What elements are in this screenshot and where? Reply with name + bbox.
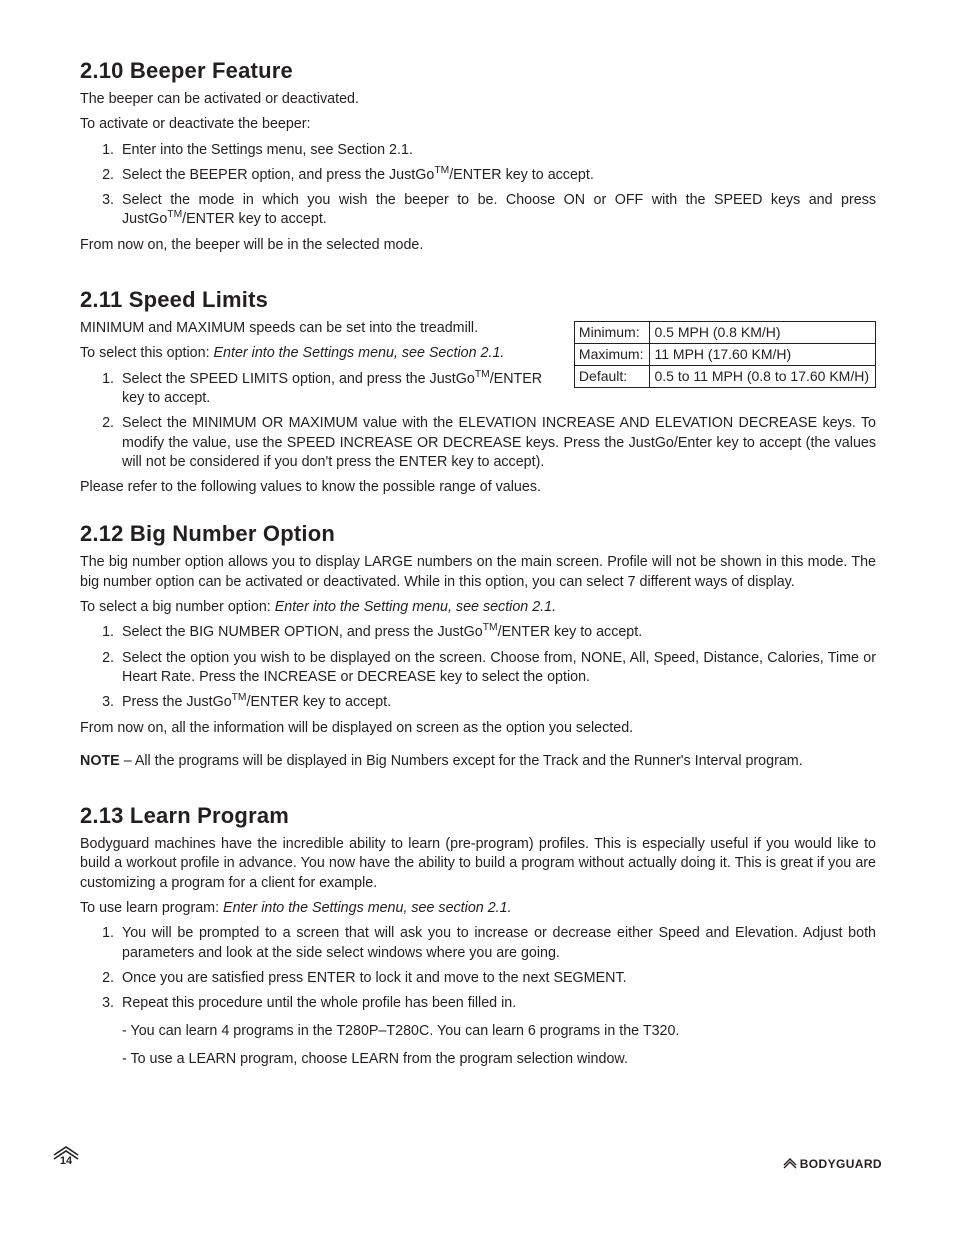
s212-step-3a: Press the JustGo <box>122 694 232 710</box>
s212-note: NOTE – All the programs will be displaye… <box>80 752 876 771</box>
table-cell-value: 0.5 to 11 MPH (0.8 to 17.60 KM/H) <box>650 365 876 387</box>
s210-outro: From now on, the beeper will be in the s… <box>80 236 876 255</box>
page-footer: 14 BODYGUARD <box>50 1149 882 1171</box>
s211-intro-2b: Enter into the Settings menu, see Sectio… <box>214 345 505 361</box>
table-cell-label: Minimum: <box>574 322 650 344</box>
section-2-11-title: 2.11 Speed Limits <box>80 287 876 313</box>
s212-step-3: Press the JustGoTM/ENTER key to accept. <box>118 693 876 712</box>
table-cell-value: 11 MPH (17.60 KM/H) <box>650 343 876 365</box>
s212-step-1b: /ENTER key to accept. <box>498 624 643 640</box>
s212-intro-1: The big number option allows you to disp… <box>80 553 876 592</box>
brand-roof-icon <box>783 1158 797 1170</box>
s212-intro-2: To select a big number option: Enter int… <box>80 598 876 617</box>
note-label: NOTE <box>80 753 120 769</box>
page-number-badge: 14 <box>50 1149 82 1171</box>
s213-intro-2b: Enter into the Settings menu, see sectio… <box>223 900 512 916</box>
section-2-13-title: 2.13 Learn Program <box>80 803 876 829</box>
note-body: – All the programs will be displayed in … <box>120 753 803 769</box>
s210-steps: Enter into the Settings menu, see Sectio… <box>80 141 876 230</box>
s213-steps: You will be prompted to a screen that wi… <box>80 924 876 1013</box>
s210-step-3b: /ENTER key to accept. <box>182 211 327 227</box>
table-cell-value: 0.5 MPH (0.8 KM/H) <box>650 322 876 344</box>
s211-outro: Please refer to the following values to … <box>80 478 876 497</box>
s213-step-1: You will be prompted to a screen that wi… <box>118 924 876 963</box>
s212-step-1: Select the BIG NUMBER OPTION, and press … <box>118 623 876 642</box>
s210-step-2b: /ENTER key to accept. <box>449 167 594 183</box>
s213-step-3: Repeat this procedure until the whole pr… <box>118 994 876 1013</box>
s211-intro-2a: To select this option: <box>80 345 214 361</box>
table-cell-label: Default: <box>574 365 650 387</box>
table-row: Default: 0.5 to 11 MPH (0.8 to 17.60 KM/… <box>574 365 875 387</box>
tm-mark: TM <box>232 692 247 703</box>
tm-mark: TM <box>475 369 490 380</box>
s213-step-2: Once you are satisfied press ENTER to lo… <box>118 969 876 988</box>
tm-mark: TM <box>167 210 182 221</box>
brand-logo: BODYGUARD <box>783 1157 882 1171</box>
s212-step-2: Select the option you wish to be display… <box>118 649 876 688</box>
table-row: Maximum: 11 MPH (17.60 KM/H) <box>574 343 875 365</box>
s213-intro-2a: To use learn program: <box>80 900 223 916</box>
s213-intro-2: To use learn program: Enter into the Set… <box>80 899 876 918</box>
section-2-10-title: 2.10 Beeper Feature <box>80 58 876 84</box>
s210-step-3: Select the mode in which you wish the be… <box>118 191 876 230</box>
s211-step-1a: Select the SPEED LIMITS option, and pres… <box>122 371 475 387</box>
speed-limits-table: Minimum: 0.5 MPH (0.8 KM/H) Maximum: 11 … <box>574 321 876 388</box>
s213-sub-2: - To use a LEARN program, choose LEARN f… <box>122 1048 876 1070</box>
manual-page: 2.10 Beeper Feature The beeper can be ac… <box>0 0 954 1235</box>
brand-name: BODYGUARD <box>800 1157 882 1171</box>
s210-step-2a: Select the BEEPER option, and press the … <box>122 167 434 183</box>
s212-outro: From now on, all the information will be… <box>80 719 876 738</box>
tm-mark: TM <box>434 165 449 176</box>
s210-step-2: Select the BEEPER option, and press the … <box>118 166 876 185</box>
s210-intro-2: To activate or deactivate the beeper: <box>80 115 876 134</box>
s212-step-3b: /ENTER key to accept. <box>247 694 392 710</box>
s213-sub-1: - You can learn 4 programs in the T280P–… <box>122 1020 876 1042</box>
table-cell-label: Maximum: <box>574 343 650 365</box>
s212-steps: Select the BIG NUMBER OPTION, and press … <box>80 623 876 712</box>
s210-step-1: Enter into the Settings menu, see Sectio… <box>118 141 876 160</box>
s212-intro-2a: To select a big number option: <box>80 599 275 615</box>
s211-step-2: Select the MINIMUM OR MAXIMUM value with… <box>118 414 876 472</box>
s210-intro-1: The beeper can be activated or deactivat… <box>80 90 876 109</box>
s212-intro-2b: Enter into the Setting menu, see section… <box>275 599 556 615</box>
tm-mark: TM <box>483 623 498 634</box>
table-row: Minimum: 0.5 MPH (0.8 KM/H) <box>574 322 875 344</box>
s212-step-1a: Select the BIG NUMBER OPTION, and press … <box>122 624 483 640</box>
s213-intro-1: Bodyguard machines have the incredible a… <box>80 835 876 893</box>
page-number: 14 <box>50 1155 82 1167</box>
section-2-12-title: 2.12 Big Number Option <box>80 521 876 547</box>
